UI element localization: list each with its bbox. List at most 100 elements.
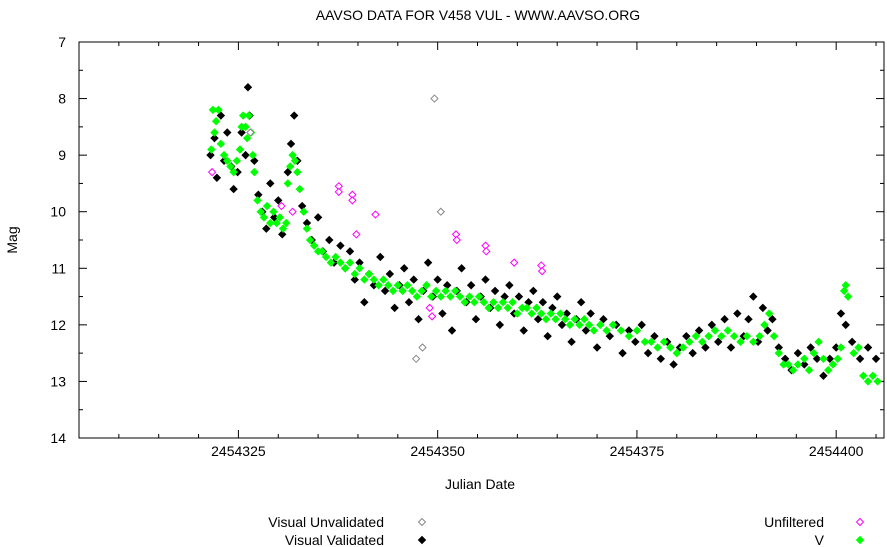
data-point-visual-validated: [720, 314, 729, 324]
data-point-v: [570, 314, 579, 324]
data-point-v: [474, 292, 484, 301]
data-point-visual-validated: [481, 275, 490, 284]
data-point-visual-validated: [360, 298, 369, 307]
data-point-v: [685, 337, 694, 347]
data-point-v: [286, 162, 295, 171]
legend-label-visual-validated: Visual Validated: [285, 532, 384, 547]
data-point-v: [546, 309, 556, 318]
data-point-v: [241, 122, 250, 132]
data-point-v: [484, 303, 493, 313]
x-tick-label: 2454350: [410, 443, 465, 459]
data-point-unfiltered: [509, 258, 519, 267]
data-point-visual-validated: [871, 354, 881, 364]
data-point-v: [309, 241, 319, 250]
data-point-v: [640, 337, 650, 347]
data-point-visual-validated: [229, 184, 238, 194]
data-point-unfiltered: [207, 167, 217, 177]
y-tick-label: 13: [50, 373, 66, 389]
y-axis-label: Mag: [4, 226, 20, 253]
data-point-unfiltered: [288, 207, 297, 216]
data-point-v: [393, 281, 403, 290]
data-point-v: [278, 224, 288, 233]
data-point-v: [691, 331, 701, 341]
data-point-visual-validated: [409, 275, 418, 284]
data-point-v: [793, 360, 803, 369]
data-point-unfiltered: [334, 187, 344, 197]
data-point-v: [647, 337, 656, 347]
data-point-visual-validated: [266, 179, 275, 188]
data-point-v: [431, 286, 441, 296]
data-point-visual-validated: [399, 264, 409, 273]
data-point-v: [863, 377, 873, 386]
y-tick-label: 11: [51, 260, 66, 276]
data-point-v: [210, 128, 219, 137]
y-tick-label: 7: [58, 34, 66, 50]
data-point-v: [736, 337, 745, 347]
data-point-v: [235, 145, 245, 154]
data-point-visual-validated: [274, 196, 283, 205]
data-point-visual-validated: [438, 309, 447, 318]
data-point-v: [580, 314, 589, 324]
data-point-v: [836, 343, 846, 352]
data-point-visual-validated: [847, 337, 857, 347]
data-point-visual-validated: [350, 275, 359, 284]
legend-marker-v: [855, 535, 865, 545]
data-point-v: [436, 292, 446, 301]
data-point-v: [704, 331, 713, 341]
data-point-visual-validated: [538, 298, 548, 307]
data-point-v: [859, 371, 868, 380]
y-tick-label: 8: [58, 91, 66, 107]
data-point-v: [369, 275, 379, 284]
data-point-v: [345, 258, 355, 267]
data-point-visual-validated: [806, 343, 815, 352]
data-point-visual-validated: [694, 326, 704, 335]
data-point-visual-validated: [289, 111, 299, 120]
data-point-v: [446, 292, 455, 301]
data-point-visual-validated: [688, 348, 697, 358]
data-point-visual-validated: [210, 133, 219, 143]
data-point-unfiltered: [277, 201, 286, 211]
data-point-v: [266, 218, 275, 228]
data-point-v: [873, 377, 882, 386]
y-tick-label: 10: [50, 204, 66, 220]
data-point-v: [219, 150, 229, 160]
data-point-v: [596, 320, 605, 330]
data-point-v: [541, 314, 551, 324]
data-point-visual-unvalidated: [430, 94, 439, 103]
data-point-v: [242, 133, 252, 143]
data-point-v: [532, 303, 541, 313]
data-point-unfiltered: [425, 303, 434, 313]
data-point-v: [513, 309, 522, 318]
data-point-v: [769, 331, 779, 341]
data-point-visual-validated: [206, 150, 215, 160]
data-point-v: [498, 298, 508, 307]
data-point-visual-validated: [466, 281, 476, 290]
data-point-v: [293, 167, 302, 177]
data-point-visual-validated: [376, 252, 385, 262]
data-point-v: [653, 343, 662, 352]
data-point-visual-validated: [557, 320, 567, 330]
data-point-visual-unvalidated: [436, 207, 446, 216]
data-point-v: [216, 139, 226, 149]
data-point-v: [584, 320, 594, 330]
data-point-visual-validated: [325, 235, 334, 245]
data-point-v: [417, 286, 426, 296]
y-tick-label: 12: [50, 317, 66, 333]
data-point-visual-validated: [726, 343, 736, 352]
data-point-visual-validated: [495, 320, 505, 330]
data-point-v: [843, 292, 853, 301]
data-point-visual-validated: [223, 128, 232, 137]
data-point-v: [560, 314, 570, 324]
data-point-visual-validated: [793, 348, 803, 358]
data-point-v: [398, 286, 407, 296]
plot-frame: [78, 41, 885, 439]
data-point-visual-validated: [836, 309, 846, 318]
data-point-visual-validated: [768, 314, 777, 324]
data-point-v: [336, 258, 345, 267]
data-point-v: [494, 303, 503, 313]
data-point-visual-validated: [457, 264, 466, 273]
data-point-v: [460, 298, 469, 307]
data-point-visual-validated: [241, 150, 250, 160]
data-point-visual-validated: [631, 337, 640, 347]
data-point-visual-validated: [714, 337, 723, 347]
